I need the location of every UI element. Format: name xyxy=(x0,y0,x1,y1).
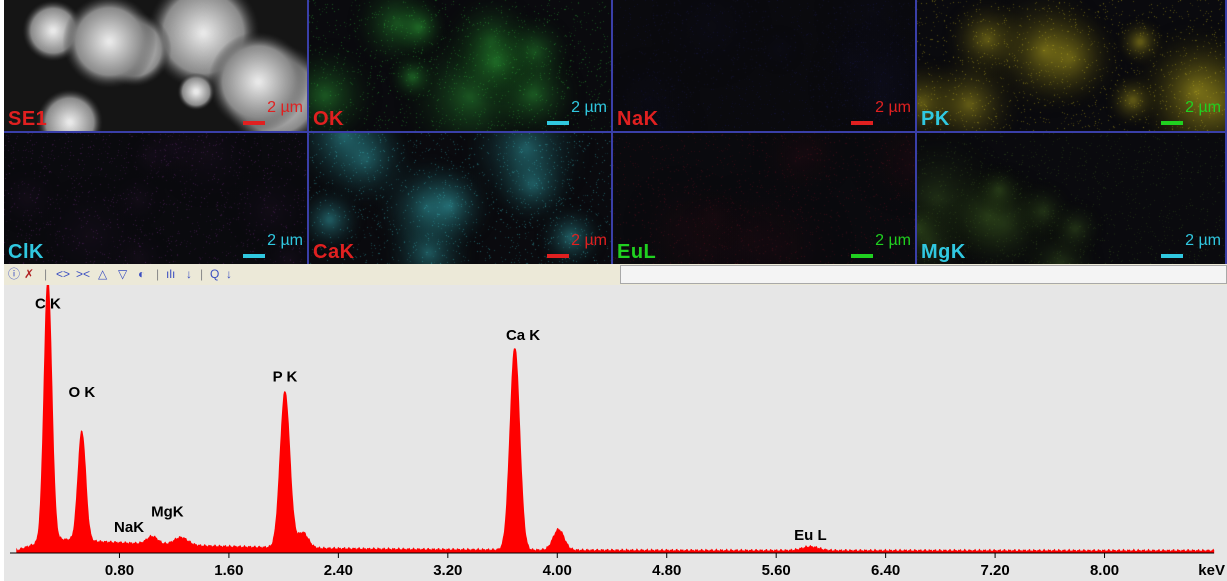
scale-bar: 2 µm xyxy=(543,232,607,258)
scale-bar-line xyxy=(243,121,265,125)
peak-label: NaK xyxy=(114,519,144,536)
peak-label: MgK xyxy=(151,504,184,521)
element-map-grid: SE1 2 µm OK 2 µm NaK 2 µm PK 2 µm ClK 2 µm CaK 2 µm… xyxy=(4,0,1227,264)
map-label: MgK xyxy=(921,241,966,263)
map-label: NaK xyxy=(617,108,659,130)
map-label: EuL xyxy=(617,241,657,263)
map-panel-clk: ClK 2 µm xyxy=(4,133,307,264)
peak-label: O K xyxy=(68,384,95,401)
peak-label: C K xyxy=(35,296,61,313)
map-image xyxy=(309,133,611,264)
toolbar-separator: | xyxy=(200,267,204,281)
map-image xyxy=(4,133,307,264)
palette-icon[interactable]: ◐ xyxy=(138,267,146,281)
x-tick-label: 6.40 xyxy=(871,562,900,579)
spectrum-chart: 0.80 1.60 2.40 3.20 4.00 4.80 5.60 6.40 7.20 8.00… xyxy=(10,285,1225,579)
x-tick-label: 2.40 xyxy=(324,562,353,579)
map-label: PK xyxy=(921,108,950,130)
map-panel-mgk: MgK 2 µm xyxy=(917,133,1225,264)
scale-bar: 2 µm xyxy=(239,99,303,125)
eds-spectrum: 0.80 1.60 2.40 3.20 4.00 4.80 5.60 6.40 7.20 8.00… xyxy=(4,285,1227,581)
peak-label: Ca K xyxy=(506,327,540,344)
scale-bar-line xyxy=(547,121,569,125)
x-tick-label: 7.20 xyxy=(980,562,1009,579)
toolbar-separator: | xyxy=(44,267,48,281)
spectrum-toolbar: ⓘ ✗ | <> >< △ ▽ ◐ | ılı ↓ | Q ↓ xyxy=(4,264,1227,286)
map-image xyxy=(613,133,915,264)
scale-bar-line xyxy=(1161,121,1183,125)
x-tick-label: 5.60 xyxy=(762,562,791,579)
map-label: CaK xyxy=(313,241,355,263)
map-panel-se1: SE1 2 µm xyxy=(4,0,307,131)
scale-bar: 2 µm xyxy=(847,232,911,258)
x-tick-label: 4.80 xyxy=(652,562,681,579)
map-image xyxy=(917,133,1225,264)
map-panel-nak: NaK 2 µm xyxy=(613,0,915,131)
scale-bar-text: 2 µm xyxy=(1185,232,1221,249)
contract-icon[interactable]: >< xyxy=(76,267,91,281)
map-panel-ok: OK 2 µm xyxy=(309,0,611,131)
x-tick-label: 8.00 xyxy=(1090,562,1119,579)
scale-bar-line xyxy=(1161,254,1183,258)
zoom-icon[interactable]: Q xyxy=(210,267,220,281)
scale-bar-line xyxy=(243,254,265,258)
scale-bar-text: 2 µm xyxy=(875,232,911,249)
x-tick-label: 4.00 xyxy=(543,562,572,579)
scale-bar-text: 2 µm xyxy=(571,232,607,249)
spectrum-series xyxy=(16,285,1215,554)
scale-bar-text: 2 µm xyxy=(267,99,303,116)
map-panel-eul: EuL 2 µm xyxy=(613,133,915,264)
toolbar-separator: | xyxy=(156,267,160,281)
map-label: ClK xyxy=(8,241,44,263)
x-tick-label: 0.80 xyxy=(105,562,134,579)
scale-bar-text: 2 µm xyxy=(1185,99,1221,116)
map-image xyxy=(917,0,1225,131)
map-panel-pk: PK 2 µm xyxy=(917,0,1225,131)
toolbar-status-field xyxy=(620,265,1227,284)
x-axis-label: keV xyxy=(1198,562,1225,579)
map-label: SE1 xyxy=(8,108,48,130)
scale-down-icon[interactable]: ▽ xyxy=(118,267,128,281)
map-label: OK xyxy=(313,108,344,130)
peak-label-icon[interactable]: ılı xyxy=(166,267,176,281)
peak-label: Eu L xyxy=(794,527,827,544)
scale-bar-text: 2 µm xyxy=(267,232,303,249)
scale-bar-line xyxy=(851,121,873,125)
x-tick-label: 3.20 xyxy=(433,562,462,579)
scale-bar: 2 µm xyxy=(1157,99,1221,125)
scale-bar: 2 µm xyxy=(543,99,607,125)
scale-up-icon[interactable]: △ xyxy=(98,267,108,281)
x-tick-label: 1.60 xyxy=(214,562,243,579)
scale-bar-text: 2 µm xyxy=(875,99,911,116)
expand-icon[interactable]: <> xyxy=(56,267,71,281)
scale-bar-line xyxy=(547,254,569,258)
map-image xyxy=(309,0,611,131)
arrow-down-icon[interactable]: ↓ xyxy=(226,267,232,281)
scale-bar-text: 2 µm xyxy=(571,99,607,116)
info-icon[interactable]: ⓘ xyxy=(8,267,21,281)
scale-bar-line xyxy=(851,254,873,258)
scale-bar: 2 µm xyxy=(847,99,911,125)
scale-bar: 2 µm xyxy=(239,232,303,258)
peak-label: P K xyxy=(273,368,298,385)
map-image xyxy=(613,0,915,131)
map-image xyxy=(4,0,307,131)
scale-bar: 2 µm xyxy=(1157,232,1221,258)
cursor-icon[interactable]: ✗ xyxy=(24,267,35,281)
map-panel-cak: CaK 2 µm xyxy=(309,133,611,264)
arrow-down-icon[interactable]: ↓ xyxy=(186,267,192,281)
